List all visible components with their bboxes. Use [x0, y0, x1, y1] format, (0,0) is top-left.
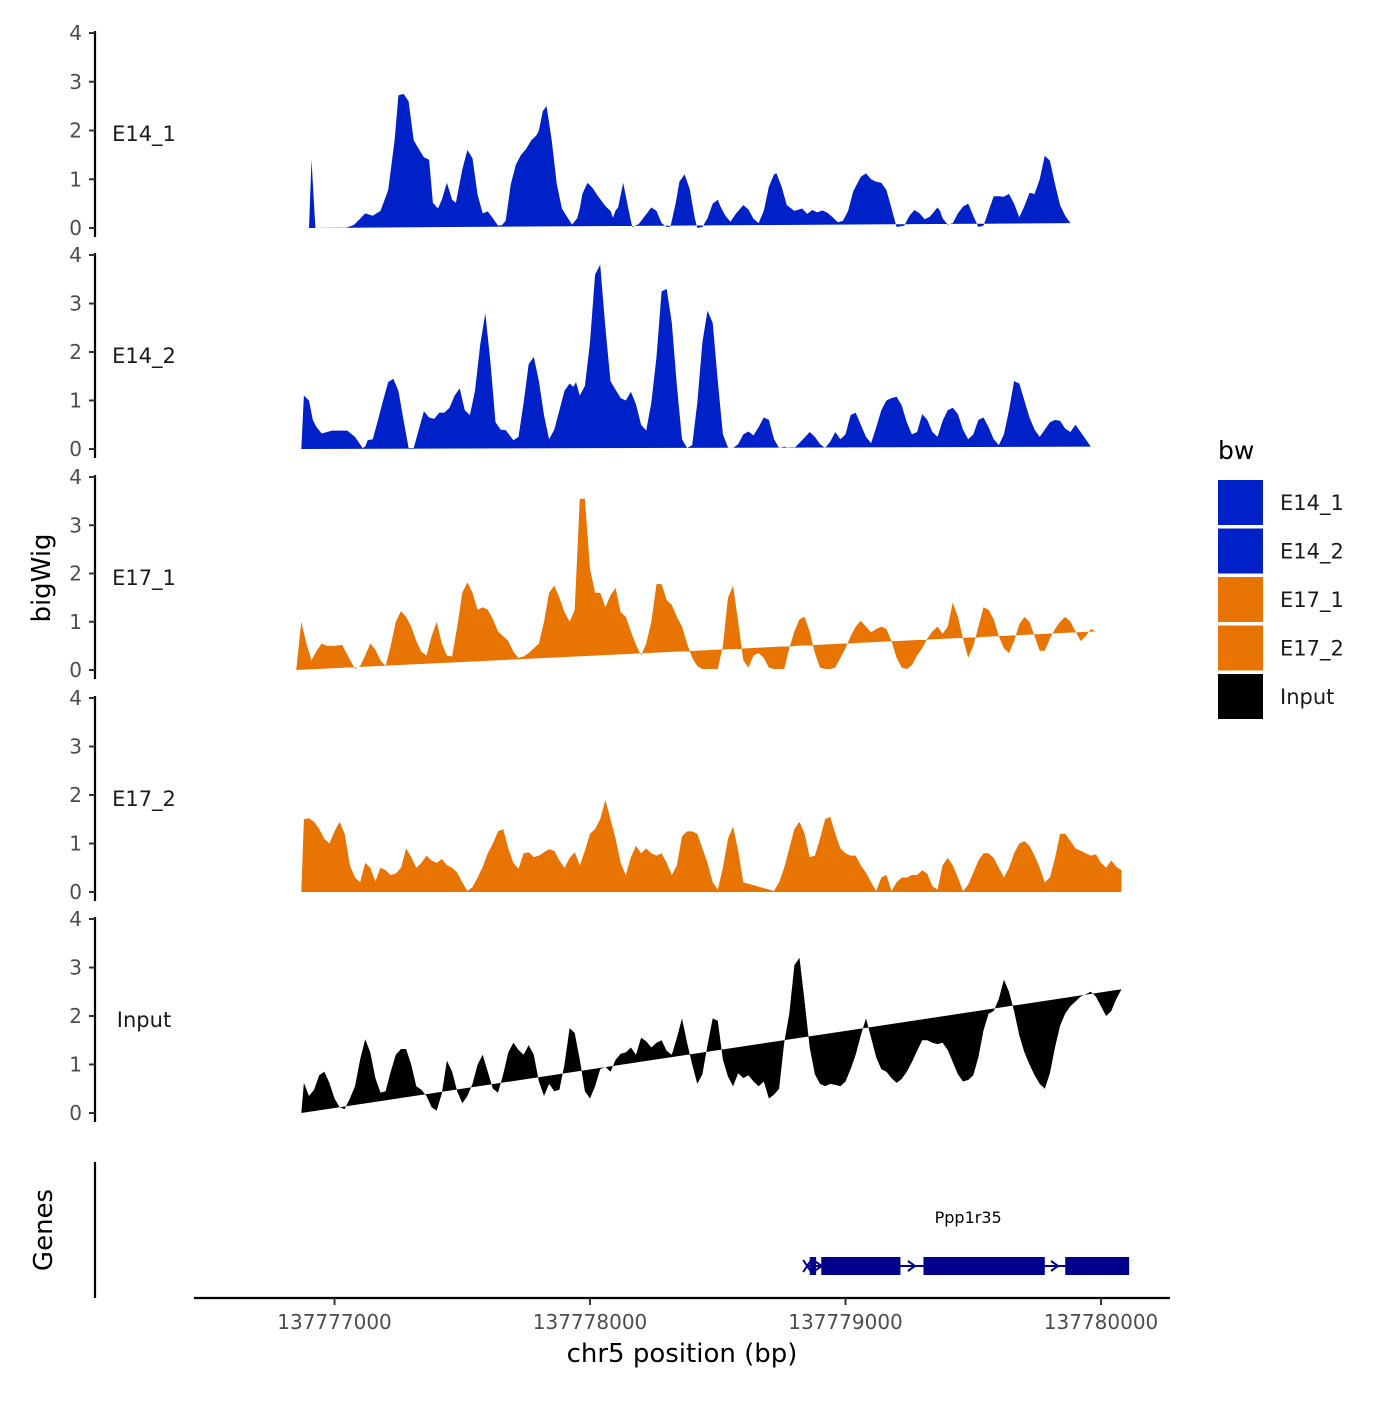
track-e17-1: 0 1 2 3 4 E17_1 [69, 465, 1096, 682]
x-tick-label: 137780000 [1044, 1310, 1159, 1334]
strand-arrow [907, 1260, 917, 1272]
x-tick-label: 137777000 [277, 1310, 392, 1334]
y-tick-label: 1 [69, 167, 82, 191]
tracks-layer: 0 1 2 3 4 E14_1 0 1 2 3 4 E14_2 0 1 2 3 4 E17_1 0 1 2 3 4 E17_2… [69, 21, 1122, 1125]
legend-swatch [1218, 674, 1263, 719]
track-label: Input [117, 1008, 171, 1032]
y-tick-label: 3 [69, 70, 82, 94]
y-tick-label: 0 [69, 437, 82, 461]
track-label: E14_1 [112, 122, 176, 147]
track-e14-1: 0 1 2 3 4 E14_1 [69, 21, 1071, 240]
coverage-area [301, 799, 1122, 892]
y-tick-label: 0 [69, 880, 82, 904]
y-tick-label: 0 [69, 658, 82, 682]
y-tick-label: 1 [69, 832, 82, 856]
legend: bw E14_1 E14_2 E17_1 E17_2 Input [1218, 436, 1344, 719]
genes-panel: Genes Ppp1r35 [29, 1162, 1130, 1298]
legend-swatch [1218, 528, 1263, 574]
x-tick-label: 137779000 [788, 1310, 903, 1334]
y-tick-label: 0 [69, 1101, 82, 1125]
y-tick-label: 2 [69, 1004, 82, 1028]
gene-exon [809, 1257, 817, 1275]
y-tick-label: 4 [69, 465, 82, 489]
legend-swatch [1218, 480, 1263, 525]
track-e17-2: 0 1 2 3 4 E17_2 [69, 686, 1122, 904]
track-label: E14_2 [112, 344, 176, 369]
coverage-area [301, 957, 1122, 1113]
y-tick-label: 3 [69, 513, 82, 537]
legend-label: E17_1 [1280, 588, 1344, 613]
y-tick-label: 2 [69, 783, 82, 807]
track-e14-2: 0 1 2 3 4 E14_2 [69, 243, 1091, 461]
coverage-area [301, 264, 1091, 449]
gene-exon [821, 1257, 901, 1275]
gene-exon [923, 1257, 1045, 1275]
y-tick-label: 1 [69, 389, 82, 413]
y-axis-title: bigWig [27, 533, 57, 622]
coverage-area [296, 498, 1096, 670]
coverage-area [301, 93, 1071, 229]
x-axis-title: chr5 position (bp) [567, 1339, 798, 1369]
y-tick-label: 2 [69, 562, 82, 586]
strand-arrow [814, 1260, 824, 1272]
y-tick-label: 4 [69, 907, 82, 931]
gene-name: Ppp1r35 [935, 1208, 1002, 1227]
legend-swatch [1218, 577, 1263, 622]
gene-start-marker [802, 1259, 813, 1273]
legend-title: bw [1218, 436, 1254, 465]
y-tick-label: 2 [69, 119, 82, 143]
y-tick-label: 4 [69, 243, 82, 267]
strand-arrow [1050, 1260, 1060, 1272]
y-tick-label: 3 [69, 735, 82, 759]
legend-label: E17_2 [1280, 637, 1344, 662]
gene-model: Ppp1r35 [802, 1208, 1130, 1275]
y-tick-label: 3 [69, 956, 82, 980]
y-tick-label: 3 [69, 292, 82, 316]
x-axis: 137777000 137778000 137779000 137780000 [194, 1296, 1170, 1334]
y-tick-label: 4 [69, 21, 82, 45]
legend-label: Input [1280, 685, 1334, 709]
x-tick-label: 137778000 [533, 1310, 648, 1334]
genes-label: Genes [29, 1189, 59, 1271]
legend-label: E14_2 [1280, 540, 1344, 565]
gene-exon [1065, 1257, 1130, 1275]
legend-label: E14_1 [1280, 491, 1344, 516]
legend-swatch [1218, 625, 1263, 671]
y-tick-label: 1 [69, 1053, 82, 1077]
y-tick-label: 0 [69, 216, 82, 240]
track-label: E17_1 [112, 566, 176, 591]
y-tick-label: 4 [69, 686, 82, 710]
track-input: 0 1 2 3 4 Input [69, 907, 1122, 1125]
track-label: E17_2 [112, 787, 176, 812]
y-tick-label: 1 [69, 610, 82, 634]
y-tick-label: 2 [69, 340, 82, 364]
